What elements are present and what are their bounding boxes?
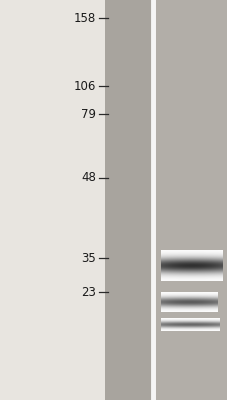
Text: 158: 158 — [73, 12, 95, 24]
Text: 23: 23 — [81, 286, 95, 298]
Text: 79: 79 — [80, 108, 95, 120]
Text: 35: 35 — [81, 252, 95, 264]
Text: 48: 48 — [81, 172, 95, 184]
Bar — [155, 0, 227, 400]
Bar — [104, 0, 151, 400]
Text: 106: 106 — [73, 80, 95, 92]
